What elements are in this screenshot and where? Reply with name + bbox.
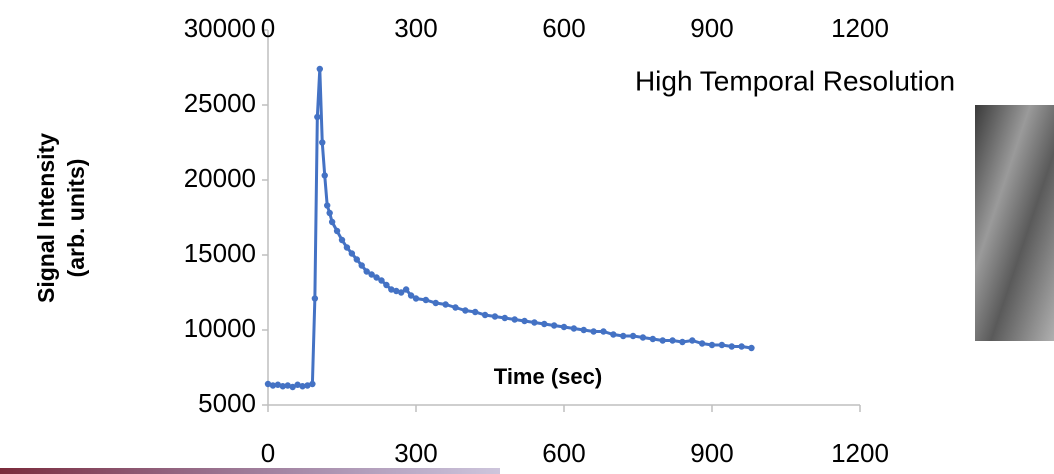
data-point bbox=[407, 292, 415, 299]
y-tick-label: 25000 bbox=[184, 88, 256, 118]
data-point bbox=[324, 202, 331, 209]
data-point bbox=[304, 382, 311, 389]
data-point bbox=[289, 383, 296, 391]
data-point bbox=[560, 323, 568, 331]
data-point bbox=[452, 304, 459, 311]
data-point bbox=[432, 299, 439, 307]
data-point bbox=[338, 236, 346, 244]
chart-title: High Temporal Resolution bbox=[635, 65, 955, 96]
data-point bbox=[570, 325, 578, 332]
data-point bbox=[328, 218, 336, 226]
data-point bbox=[284, 382, 291, 389]
data-point bbox=[708, 341, 716, 349]
data-point bbox=[639, 334, 647, 341]
data-point bbox=[689, 337, 696, 344]
y-tick-label: 20000 bbox=[184, 163, 256, 193]
data-point bbox=[669, 337, 676, 344]
data-point bbox=[718, 341, 726, 349]
data-point bbox=[368, 271, 375, 278]
data-point bbox=[590, 328, 597, 335]
y-tick-label: 10000 bbox=[184, 313, 256, 343]
y-axis-label: Signal Intensity (arb. units) bbox=[33, 133, 89, 303]
data-point bbox=[294, 381, 301, 388]
data-point bbox=[531, 319, 538, 326]
data-point bbox=[264, 380, 272, 388]
x-tick-label: 300 bbox=[394, 438, 437, 468]
data-point bbox=[679, 338, 686, 346]
data-point bbox=[326, 209, 333, 217]
data-line bbox=[267, 68, 752, 389]
data-point bbox=[422, 296, 430, 304]
data-point bbox=[398, 289, 405, 296]
data-point bbox=[442, 301, 449, 308]
data-point bbox=[353, 256, 360, 263]
y-axis-label-line: (arb. units) bbox=[63, 159, 89, 278]
scan-image bbox=[975, 105, 1054, 341]
y-axis-label-line: Signal Intensity bbox=[33, 133, 59, 303]
data-point bbox=[299, 383, 306, 390]
data-point bbox=[314, 113, 321, 121]
x-tick-label-top: 900 bbox=[690, 13, 733, 43]
x-tick-label: 0 bbox=[261, 438, 275, 468]
data-point bbox=[319, 139, 326, 146]
data-point bbox=[472, 308, 479, 316]
data-point bbox=[274, 381, 282, 388]
data-point bbox=[728, 343, 735, 350]
x-tick-label-top: 300 bbox=[394, 13, 437, 43]
data-point bbox=[521, 317, 528, 325]
x-tick-label-top: 0 bbox=[261, 13, 275, 43]
data-point bbox=[383, 281, 390, 289]
data-point bbox=[412, 295, 420, 302]
data-point bbox=[333, 227, 341, 235]
data-point bbox=[649, 335, 656, 343]
data-point bbox=[311, 295, 319, 302]
x-tick-label: 600 bbox=[542, 438, 585, 468]
y-tick-label: 5000 bbox=[198, 388, 256, 418]
data-point bbox=[363, 268, 370, 275]
data-point bbox=[378, 277, 385, 284]
x-tick-label: 900 bbox=[690, 438, 733, 468]
data-point bbox=[501, 314, 508, 322]
data-point bbox=[511, 316, 518, 323]
data-point bbox=[620, 332, 627, 340]
data-point bbox=[343, 244, 351, 251]
data-point bbox=[541, 320, 548, 328]
data-point bbox=[321, 172, 328, 179]
data-point bbox=[610, 331, 617, 338]
data-point bbox=[462, 307, 469, 314]
data-point bbox=[659, 337, 666, 344]
data-point bbox=[580, 326, 587, 334]
data-point bbox=[269, 382, 277, 389]
data-point bbox=[373, 274, 380, 281]
data-point bbox=[600, 328, 607, 335]
data-point bbox=[348, 250, 356, 257]
data-point bbox=[550, 322, 558, 329]
data-point bbox=[388, 286, 395, 293]
data-point bbox=[316, 65, 323, 73]
data-point bbox=[358, 262, 365, 269]
x-axis-label: Time (sec) bbox=[494, 364, 602, 389]
data-point bbox=[309, 380, 316, 388]
x-tick-label: 1200 bbox=[831, 438, 889, 468]
y-tick-label: 30000 bbox=[184, 13, 256, 43]
x-tick-label-top: 600 bbox=[542, 13, 585, 43]
data-point bbox=[402, 286, 410, 293]
footer-bar bbox=[0, 468, 500, 474]
data-point bbox=[698, 340, 706, 347]
data-point bbox=[748, 344, 755, 352]
data-point bbox=[738, 343, 745, 350]
data-point bbox=[491, 313, 499, 320]
data-point bbox=[279, 383, 286, 390]
x-tick-label-top: 1200 bbox=[831, 13, 889, 43]
y-tick-label: 15000 bbox=[184, 238, 256, 268]
data-point bbox=[393, 287, 400, 295]
data-point bbox=[481, 311, 489, 319]
data-point bbox=[629, 332, 637, 340]
